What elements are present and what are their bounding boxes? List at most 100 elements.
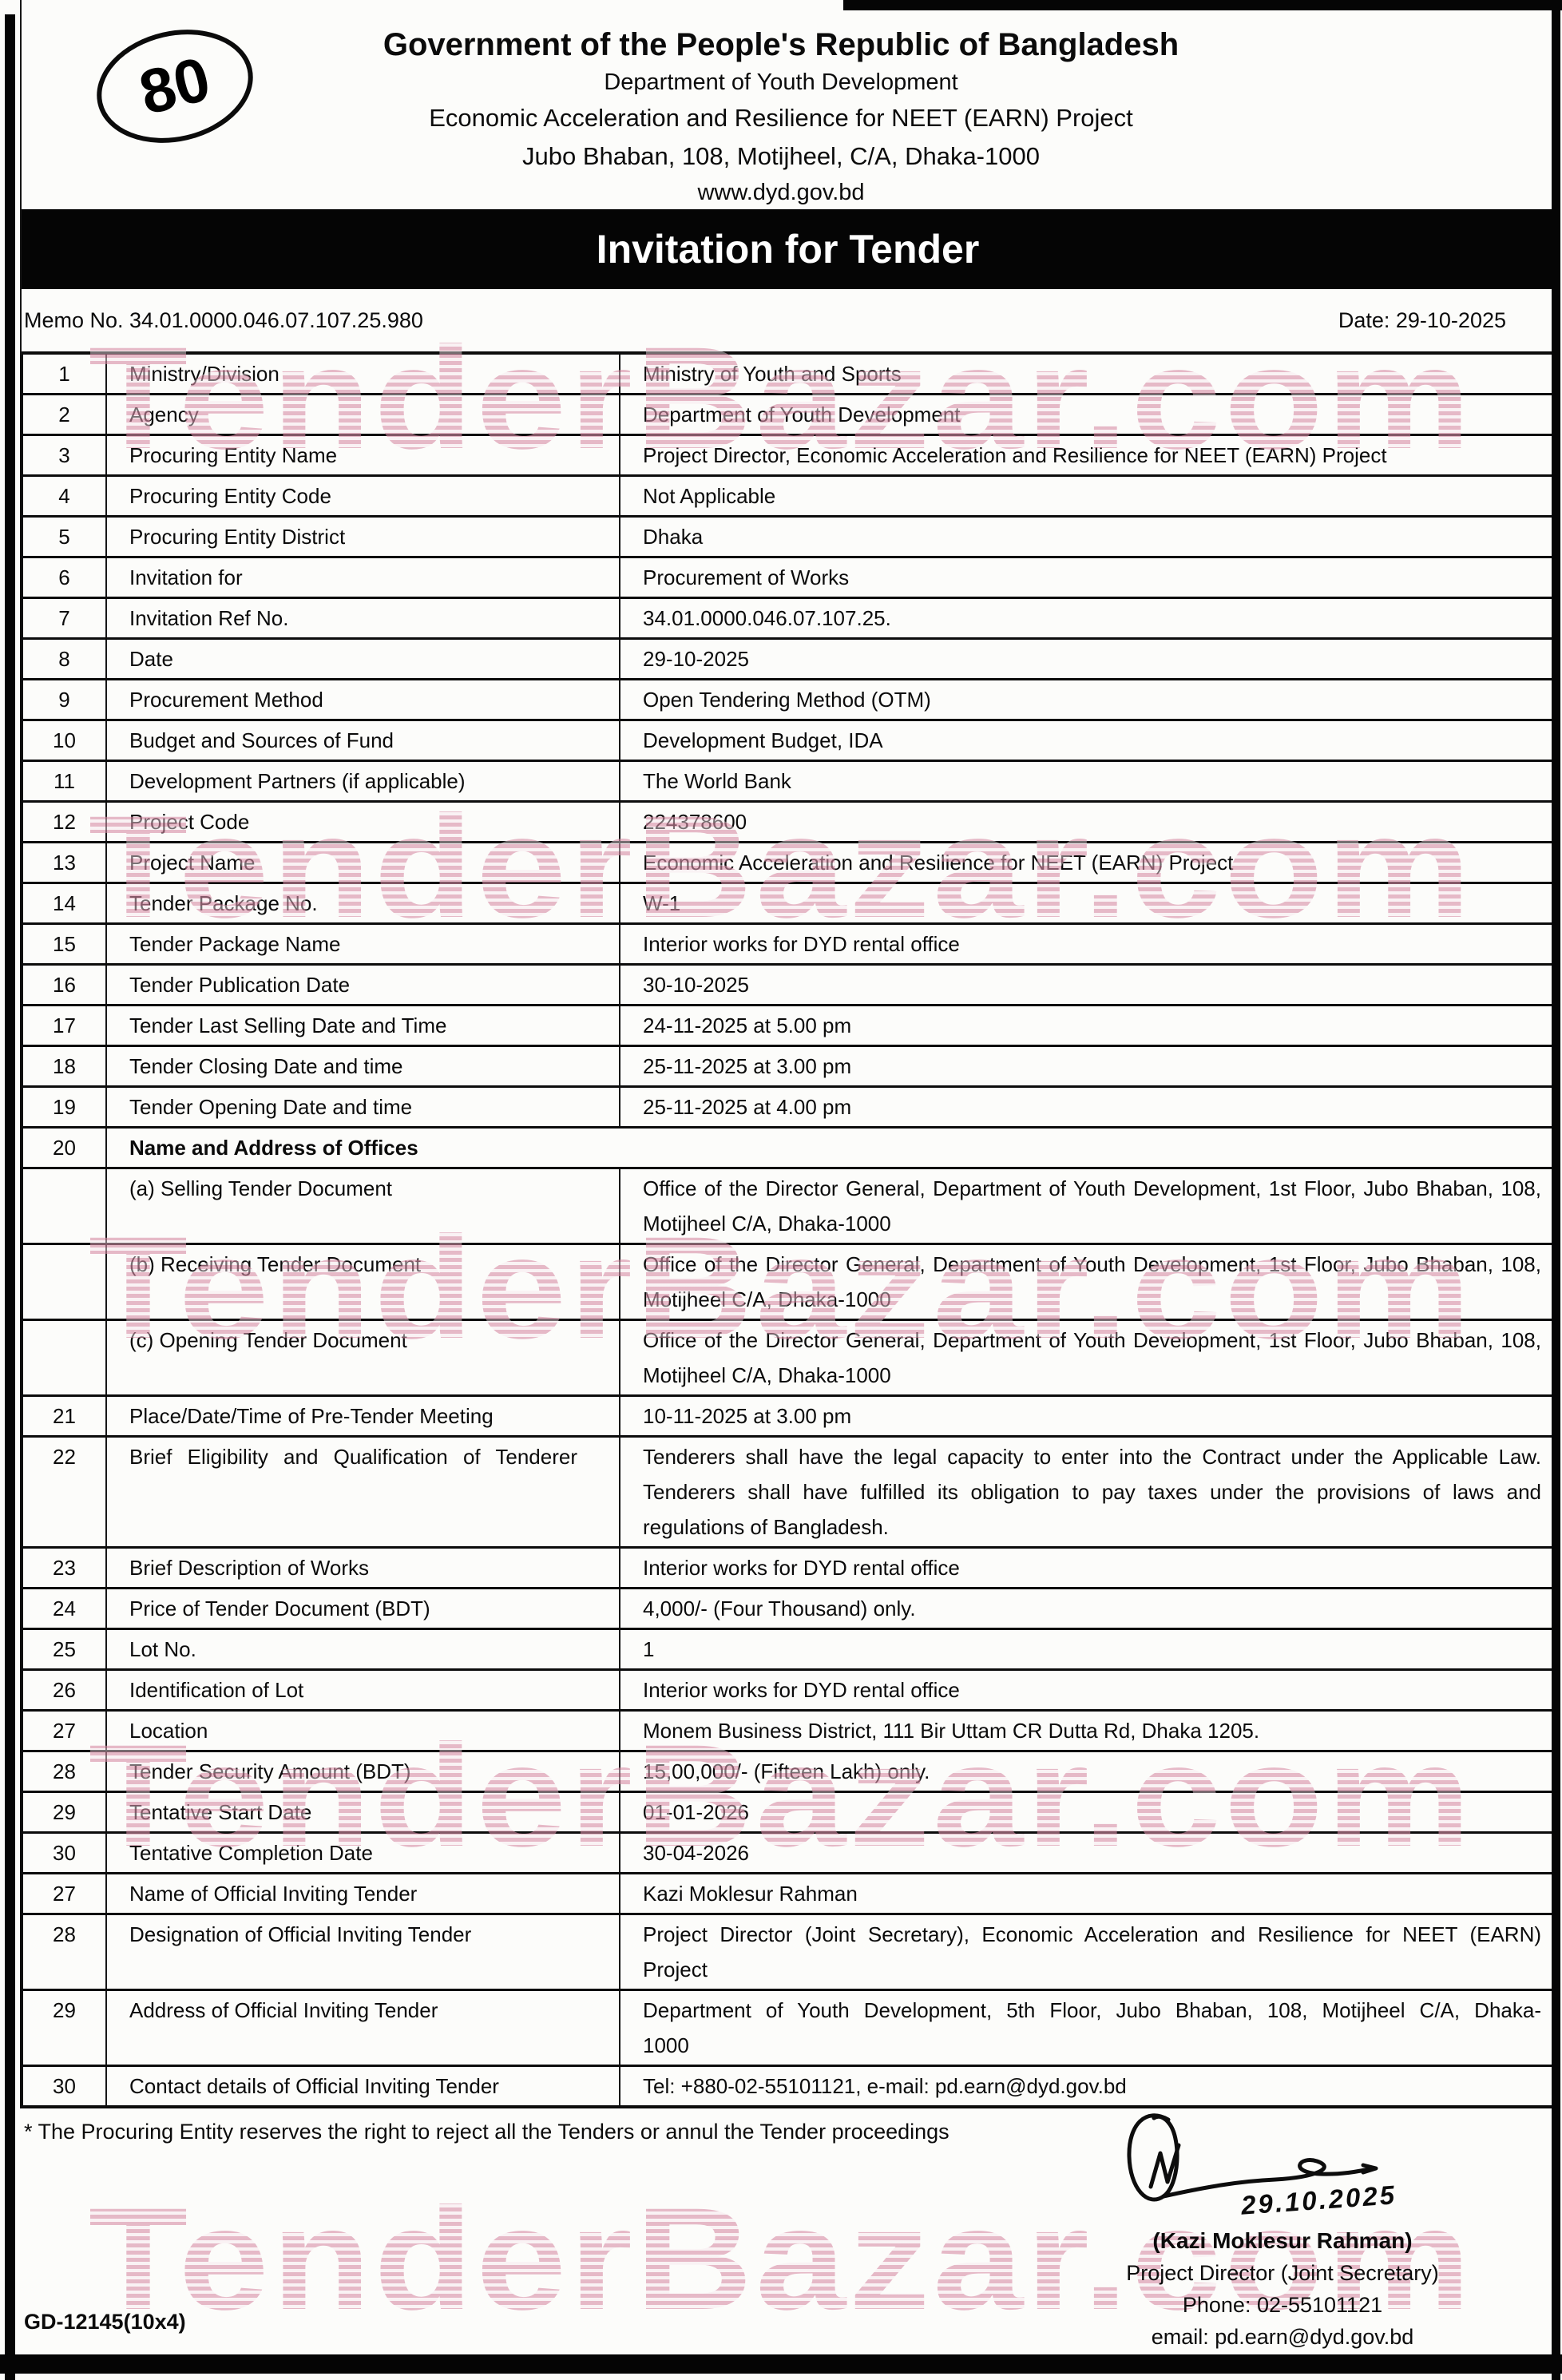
row-value: 34.01.0000.046.07.107.25.	[643, 606, 891, 630]
row-value: Dhaka	[643, 525, 704, 549]
row-label: Procuring Entity Name	[107, 436, 620, 474]
memo-number: Memo No. 34.01.0000.046.07.107.25.980	[24, 307, 423, 332]
signature-block: 29.10.2025 (Kazi Moklesur Rahman) Projec…	[1075, 2105, 1490, 2353]
row-label: Brief Description of Works	[107, 1549, 620, 1587]
table-row: 22 Brief Eligibility and Qualification of…	[23, 1438, 1552, 1549]
row-value: Department of Youth Development	[643, 403, 961, 426]
row-value: Interior works for DYD rental office	[643, 932, 960, 956]
row-value: 1	[643, 1637, 655, 1661]
row-serial: 15	[23, 925, 107, 963]
row-serial: 21	[23, 1397, 107, 1435]
row-serial	[23, 1321, 107, 1394]
stamp-number: 80	[133, 43, 216, 128]
row-serial: 22	[23, 1438, 107, 1546]
row-label: Procuring Entity Code	[107, 477, 620, 515]
table-row: 27 Name of Official Inviting Tender Kazi M…	[23, 1874, 1552, 1915]
signatory-name: (Kazi Moklesur Rahman)	[1152, 2228, 1413, 2253]
row-label: (b) Receiving Tender Document	[107, 1245, 620, 1319]
row-serial: 20	[23, 1129, 107, 1167]
gd-print-code: GD-12145(10x4)	[24, 2310, 186, 2334]
page-inner-frame-line	[20, 0, 22, 355]
row-label: Development Partners (if applicable)	[107, 762, 620, 800]
row-serial: 24	[23, 1589, 107, 1628]
row-value: Office of the Director General, Departme…	[643, 1328, 1541, 1387]
table-row: (c) Opening Tender Document Office of the…	[23, 1321, 1552, 1397]
row-label: Tentative Start Date	[107, 1793, 620, 1831]
page-border-left	[5, 14, 15, 2380]
row-serial: 17	[23, 1006, 107, 1045]
row-label: Tender Publication Date	[107, 966, 620, 1004]
row-serial: 13	[23, 843, 107, 882]
table-row: 6 Invitation for Procurement of Works	[23, 558, 1552, 599]
row-label: Place/Date/Time of Pre-Tender Meeting	[107, 1397, 620, 1435]
header-department: Department of Youth Development	[604, 69, 958, 95]
row-label: Price of Tender Document (BDT)	[107, 1589, 620, 1628]
row-label: Ministry/Division	[107, 355, 620, 393]
row-value: 224378600	[643, 810, 747, 834]
signature-scribble	[1127, 2113, 1378, 2202]
row-value: W-1	[643, 891, 681, 915]
row-label: Location	[107, 1712, 620, 1750]
row-value: 01-01-2026	[643, 1800, 749, 1824]
table-row: 19 Tender Opening Date and time 25-11-2025…	[23, 1088, 1552, 1129]
row-serial: 23	[23, 1549, 107, 1587]
signatory-email: email: pd.earn@dyd.gov.bd	[1151, 2325, 1414, 2349]
row-serial: 26	[23, 1671, 107, 1709]
row-label: Invitation for	[107, 558, 620, 597]
memo-row: Memo No. 34.01.0000.046.07.107.25.980 Da…	[0, 289, 1562, 351]
row-label: (a) Selling Tender Document	[107, 1169, 620, 1243]
row-serial: 2	[23, 395, 107, 434]
table-row: 1 Ministry/Division Ministry of Youth and …	[23, 355, 1552, 395]
row-serial: 14	[23, 884, 107, 922]
table-row: 29 Tentative Start Date 01-01-2026	[23, 1793, 1552, 1834]
table-row: 30 Contact details of Official Inviting T…	[23, 2067, 1552, 2105]
row-value: 29-10-2025	[643, 647, 749, 671]
table-row: 2 Agency Department of Youth Development	[23, 395, 1552, 436]
row-label: Tender Security Amount (BDT)	[107, 1752, 620, 1791]
row-serial: 30	[23, 2067, 107, 2105]
row-label: Procuring Entity District	[107, 518, 620, 556]
row-label: Tentative Completion Date	[107, 1834, 620, 1872]
row-value: Monem Business District, 111 Bir Uttam C…	[643, 1719, 1260, 1743]
row-label: Contact details of Official Inviting Ten…	[107, 2067, 620, 2105]
row-label: Name and Address of Offices	[129, 1136, 418, 1160]
row-serial: 27	[23, 1712, 107, 1750]
table-row: 21 Place/Date/Time of Pre-Tender Meeting 1…	[23, 1397, 1552, 1438]
row-label: Name of Official Inviting Tender	[107, 1874, 620, 1913]
row-serial: 27	[23, 1874, 107, 1913]
row-value: Interior works for DYD rental office	[643, 1556, 960, 1580]
table-row: 14 Tender Package No. W-1	[23, 884, 1552, 925]
row-serial: 8	[23, 640, 107, 678]
page-border-bottom	[0, 2354, 1562, 2374]
reject-rights-footnote: * The Procuring Entity reserves the righ…	[24, 2120, 949, 2144]
row-value: Economic Acceleration and Resilience for…	[643, 851, 1234, 875]
row-value: Not Applicable	[643, 484, 776, 508]
row-label: Lot No.	[107, 1630, 620, 1668]
invitation-banner: Invitation for Tender	[20, 209, 1556, 289]
row-value: Open Tendering Method (OTM)	[643, 688, 931, 712]
row-serial: 3	[23, 436, 107, 474]
table-row: 26 Identification of Lot Interior works fo…	[23, 1671, 1552, 1712]
row-serial: 5	[23, 518, 107, 556]
row-serial: 28	[23, 1915, 107, 1989]
banner-title: Invitation for Tender	[596, 227, 980, 272]
table-row: 8 Date 29-10-2025	[23, 640, 1552, 680]
table-row: 7 Invitation Ref No. 34.01.0000.046.07.107…	[23, 599, 1552, 640]
row-serial	[23, 1245, 107, 1319]
row-value: Kazi Moklesur Rahman	[643, 1882, 858, 1906]
table-row: 25 Lot No. 1	[23, 1630, 1552, 1671]
row-value: Project Director (Joint Secretary), Econ…	[643, 1922, 1541, 1981]
row-value: 25-11-2025 at 3.00 pm	[643, 1054, 852, 1078]
row-label: Agency	[107, 395, 620, 434]
row-value: Tenderers shall have the legal capacity …	[643, 1445, 1541, 1539]
row-label: Tender Package Name	[107, 925, 620, 963]
row-value: 10-11-2025 at 3.00 pm	[643, 1404, 852, 1428]
table-row: 27 Location Monem Business District, 111 B…	[23, 1712, 1552, 1752]
table-row: 12 Project Code 224378600	[23, 803, 1552, 843]
table-row: 28 Designation of Official Inviting Tende…	[23, 1915, 1552, 1991]
row-serial: 30	[23, 1834, 107, 1872]
table-row: 9 Procurement Method Open Tendering Method…	[23, 680, 1552, 721]
header-address: Jubo Bhaban, 108, Motijheel, C/A, Dhaka-…	[522, 142, 1040, 170]
table-row: 16 Tender Publication Date 30-10-2025	[23, 966, 1552, 1006]
table-row: 15 Tender Package Name Interior works for …	[23, 925, 1552, 966]
